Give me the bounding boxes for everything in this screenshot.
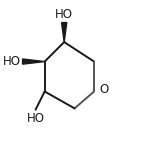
Polygon shape bbox=[62, 22, 67, 42]
Text: HO: HO bbox=[55, 8, 73, 21]
Text: HO: HO bbox=[3, 55, 21, 68]
Text: O: O bbox=[100, 83, 109, 96]
Text: HO: HO bbox=[27, 112, 45, 125]
Polygon shape bbox=[23, 59, 45, 64]
